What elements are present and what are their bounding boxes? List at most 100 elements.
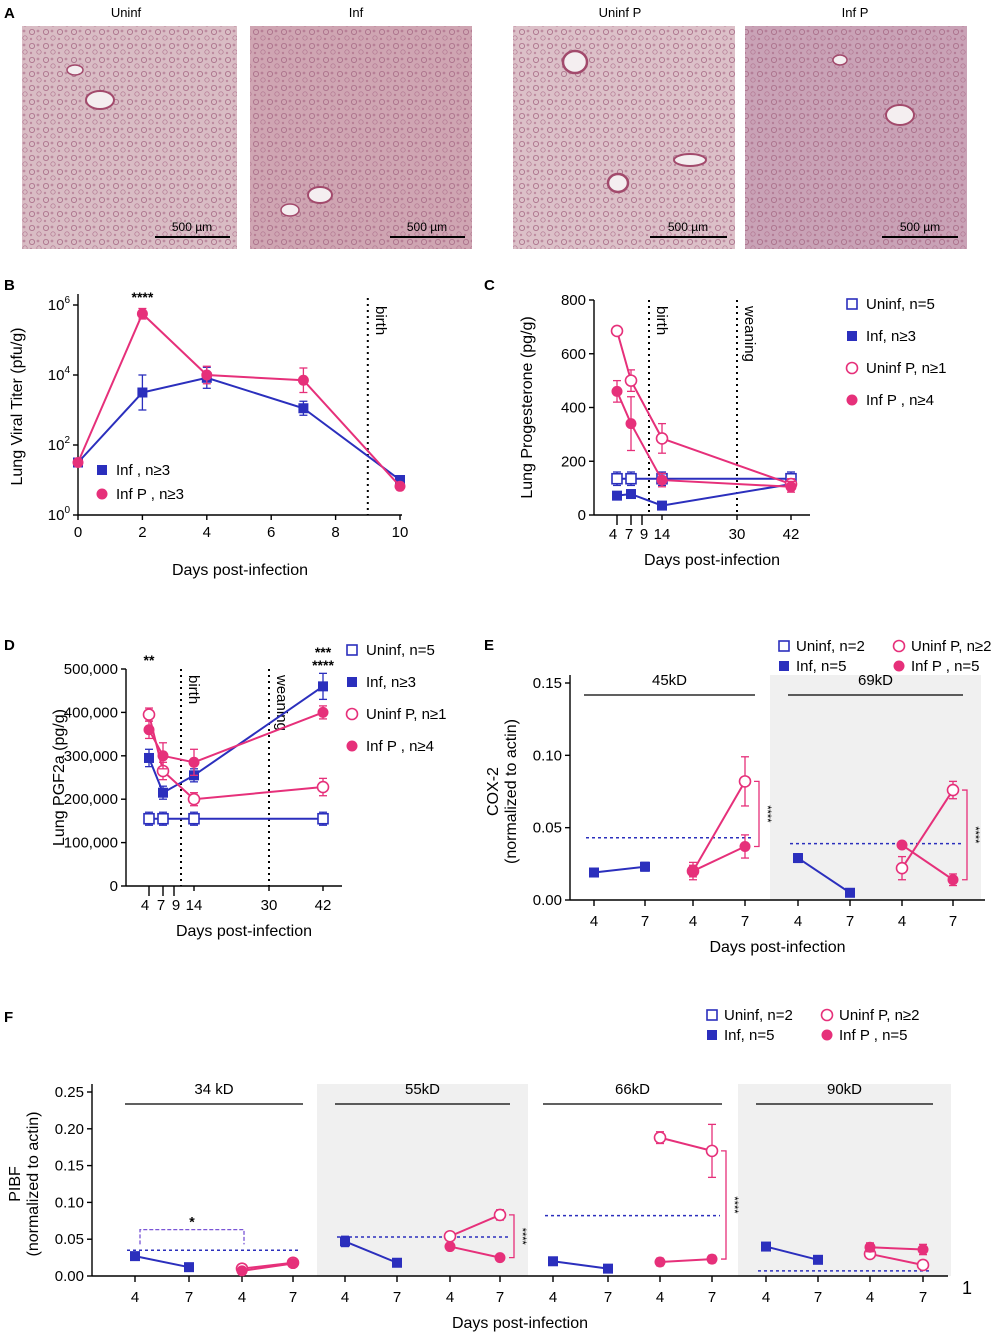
y-tick-label: 102 xyxy=(48,435,71,454)
legend-label: Uninf, n=2 xyxy=(724,1007,793,1024)
data-point xyxy=(188,812,200,825)
data-point xyxy=(846,394,858,406)
data-point xyxy=(144,752,154,763)
data-point xyxy=(158,787,168,798)
legend-label: Uninf P, n≥2 xyxy=(911,638,992,655)
data-point xyxy=(892,639,906,653)
data-point xyxy=(201,369,213,381)
data-point xyxy=(705,1144,719,1158)
data-point xyxy=(316,780,330,794)
data-point xyxy=(136,308,148,320)
x-tick-label: 30 xyxy=(261,897,278,914)
data-point xyxy=(706,1253,718,1265)
significance-mark: **** xyxy=(132,289,154,305)
data-point xyxy=(785,481,797,493)
x-tick-label: 4 xyxy=(609,526,617,543)
significance-bracket xyxy=(509,1214,515,1259)
panel-label-d: D xyxy=(4,637,15,654)
data-point xyxy=(655,432,669,445)
image-title-uninf-p: Uninf P xyxy=(599,5,642,20)
data-point xyxy=(610,324,624,338)
legend-label: Uninf P, n≥2 xyxy=(839,1007,920,1024)
y-tick-label: 0.00 xyxy=(533,892,562,909)
group-label: 55kD xyxy=(405,1081,440,1098)
x-tick-label: 7 xyxy=(814,1289,822,1306)
x-tick-label: 7 xyxy=(496,1289,504,1306)
data-point xyxy=(846,298,858,310)
data-point xyxy=(626,489,636,500)
series-line xyxy=(148,685,324,795)
data-point xyxy=(297,374,309,386)
significance-mark: **** xyxy=(312,657,334,673)
y-tick-label: 106 xyxy=(48,295,71,314)
series-line xyxy=(552,1260,609,1270)
data-point xyxy=(654,1256,666,1268)
data-point xyxy=(653,1131,667,1144)
series-line xyxy=(692,845,746,872)
x-tick-label: 4 xyxy=(590,913,598,930)
data-point xyxy=(946,783,960,797)
y-tick-label: 0.25 xyxy=(55,1084,84,1101)
data-point xyxy=(916,1258,930,1272)
series-line xyxy=(765,1245,819,1261)
significance-bracket xyxy=(721,1150,727,1260)
significance-mark: * xyxy=(189,1214,195,1230)
legend-label: Inf, n=5 xyxy=(724,1027,774,1044)
scale-bar-label: 500 µm xyxy=(172,220,212,234)
legend-label: Inf, n=5 xyxy=(796,658,846,675)
data-point xyxy=(656,474,668,486)
data-point xyxy=(142,708,156,721)
data-point xyxy=(625,418,637,430)
birth-label: birth xyxy=(185,675,202,704)
series-line xyxy=(692,780,746,872)
y-axis-subtitle: (normalized to actin) xyxy=(503,719,520,864)
x-tick-label: 10 xyxy=(392,524,409,541)
histology-texture xyxy=(22,26,237,249)
data-point xyxy=(493,1208,507,1222)
x-tick-label: 7 xyxy=(185,1289,193,1306)
data-point xyxy=(845,887,855,898)
y-tick-label: 0.10 xyxy=(533,747,562,764)
significance-bracket xyxy=(754,780,760,848)
legend-label: Inf, n≥3 xyxy=(866,328,916,345)
y-tick-label: 0.10 xyxy=(55,1194,84,1211)
data-point xyxy=(820,1008,834,1022)
histology-texture xyxy=(513,26,735,249)
legend-label: Uninf, n=2 xyxy=(796,638,865,655)
x-tick-label: 14 xyxy=(186,897,203,914)
data-point xyxy=(443,1229,457,1243)
y-axis-title: PIBF xyxy=(7,1166,24,1202)
data-point xyxy=(395,475,405,485)
data-point xyxy=(761,1241,771,1252)
series-line xyxy=(241,1262,294,1272)
x-tick-label: 8 xyxy=(331,524,339,541)
airway-shape xyxy=(673,153,707,167)
tick-base: 10 xyxy=(48,367,65,384)
data-point xyxy=(236,1265,248,1277)
x-tick-label: 2 xyxy=(138,524,146,541)
series-line xyxy=(659,1258,713,1264)
data-point xyxy=(184,1262,194,1273)
x-tick-label: 42 xyxy=(783,526,800,543)
x-tick-label: 4 xyxy=(341,1289,349,1306)
data-point xyxy=(317,706,329,718)
data-point xyxy=(640,861,650,872)
legend-label: Inf P , n=5 xyxy=(839,1027,908,1044)
significance-mark: **** xyxy=(969,826,981,844)
panel-label-e: E xyxy=(484,637,494,654)
data-point xyxy=(821,1029,833,1041)
y-tick-label: 600 xyxy=(561,346,586,363)
data-point xyxy=(157,750,169,762)
data-point xyxy=(130,1251,140,1262)
data-point xyxy=(347,677,357,687)
y-axis-title: Lung PGF2a (pg/g) xyxy=(51,709,68,846)
tick-exponent: 4 xyxy=(64,365,70,376)
data-point xyxy=(864,1241,876,1253)
data-point xyxy=(548,1256,558,1267)
x-tick-label: 42 xyxy=(315,897,332,914)
y-tick-label: 0.05 xyxy=(55,1231,84,1248)
group-label: 69kD xyxy=(858,672,893,689)
